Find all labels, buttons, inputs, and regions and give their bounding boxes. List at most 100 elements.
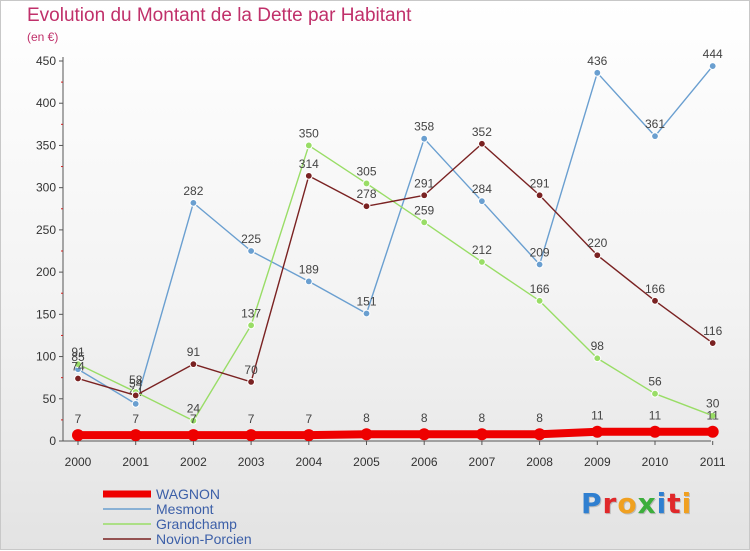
data-point (302, 429, 315, 442)
data-label: 7 (132, 412, 139, 426)
data-point (651, 132, 659, 141)
x-tick-label: 2006 (411, 455, 438, 469)
x-tick-label: 2011 (700, 455, 726, 469)
data-label: 259 (414, 203, 434, 217)
y-tick-label: 350 (36, 138, 56, 152)
data-label: 7 (190, 412, 197, 426)
data-point (593, 354, 602, 363)
data-label: 291 (414, 176, 434, 190)
data-label: 11 (649, 409, 662, 423)
data-point (651, 389, 659, 398)
x-tick-label: 2005 (353, 455, 380, 469)
data-point (245, 429, 258, 442)
data-point (420, 134, 429, 143)
data-point (187, 429, 200, 442)
data-label: 8 (479, 411, 486, 425)
data-label: 189 (299, 262, 319, 276)
data-label: 116 (703, 324, 722, 338)
x-tick-label: 2007 (469, 455, 496, 469)
data-label: 91 (71, 345, 85, 359)
data-point (362, 202, 371, 211)
data-point (129, 429, 142, 442)
data-label: 361 (645, 117, 665, 131)
y-tick-label: 300 (36, 181, 56, 195)
data-label: 70 (244, 363, 258, 377)
data-point (593, 68, 602, 77)
x-tick-label: 2002 (180, 455, 207, 469)
data-label: 8 (536, 411, 543, 425)
data-point (708, 411, 717, 420)
legend-label: WAGNON (156, 486, 220, 502)
legend-label: Novion-Porcien (156, 531, 252, 547)
data-point (131, 391, 140, 400)
x-tick-label: 2001 (122, 455, 149, 469)
legend-label: Mesmont (156, 501, 214, 517)
data-label: 209 (530, 246, 550, 260)
data-label: 352 (472, 125, 492, 139)
data-point (591, 425, 604, 438)
y-tick-label: 450 (36, 54, 56, 68)
data-label: 11 (591, 409, 604, 423)
data-point (649, 425, 661, 438)
series-novion-porcien: 74 54 91 70 314 278 291 352 291 220 166 116 (71, 125, 723, 400)
data-point (420, 191, 429, 200)
data-point (189, 360, 198, 369)
data-point (706, 425, 719, 438)
data-label: 444 (703, 47, 723, 61)
data-point (247, 377, 256, 386)
data-point (535, 296, 544, 305)
y-tick-label: 150 (36, 307, 56, 321)
data-label: 291 (530, 176, 550, 190)
data-point (74, 374, 82, 383)
chart-title: Evolution du Montant de la Dette par Hab… (27, 5, 412, 26)
data-point (651, 296, 659, 305)
x-tick-label: 2003 (238, 455, 265, 469)
data-point (535, 260, 544, 269)
data-point (304, 277, 313, 286)
data-point (72, 429, 84, 442)
y-tick-label: 100 (36, 350, 56, 364)
legend-label: Grandchamp (156, 516, 237, 532)
y-tick-label: 50 (43, 392, 57, 406)
x-tick-label: 2010 (642, 455, 669, 469)
data-label: 56 (648, 375, 662, 389)
data-label: 151 (356, 294, 376, 308)
data-point (475, 428, 488, 441)
data-label: 7 (248, 412, 255, 426)
y-tick-label: 400 (36, 96, 56, 110)
data-label: 98 (591, 339, 605, 353)
series-wagnon: 7 7 7 7 7 8 8 8 8 11 11 11 (72, 409, 719, 442)
data-point (189, 198, 198, 207)
data-label: 54 (129, 376, 143, 390)
data-point (304, 171, 313, 180)
data-label: 24 (187, 402, 201, 416)
data-label: 314 (299, 157, 319, 171)
data-point (362, 309, 371, 318)
data-label: 284 (472, 182, 492, 196)
series-line (74, 427, 717, 440)
data-point (533, 428, 546, 441)
data-label: 58 (129, 373, 143, 387)
data-point (360, 428, 373, 441)
chart-unit: (en €) (27, 30, 59, 44)
x-tick-label: 2009 (584, 455, 611, 469)
data-point (304, 141, 313, 150)
x-tick-label: 2008 (526, 455, 553, 469)
data-label: 8 (421, 411, 428, 425)
data-label: 166 (645, 282, 665, 296)
data-point (247, 247, 256, 255)
data-label: 212 (472, 243, 492, 257)
data-point (131, 399, 140, 408)
data-point (478, 139, 486, 148)
data-label: 7 (75, 412, 82, 426)
data-label: 30 (706, 397, 720, 411)
y-tick-label: 0 (49, 434, 56, 448)
y-tick-label: 250 (36, 223, 56, 237)
series-mesmont: 8544282225189151358284209436361444 (71, 47, 723, 408)
series-line (77, 144, 714, 422)
axes: 0 50 100 150 200 250 300 350 400 450 2000 2001 2002 2… (36, 54, 726, 469)
data-point (247, 321, 256, 330)
data-point (189, 416, 198, 425)
